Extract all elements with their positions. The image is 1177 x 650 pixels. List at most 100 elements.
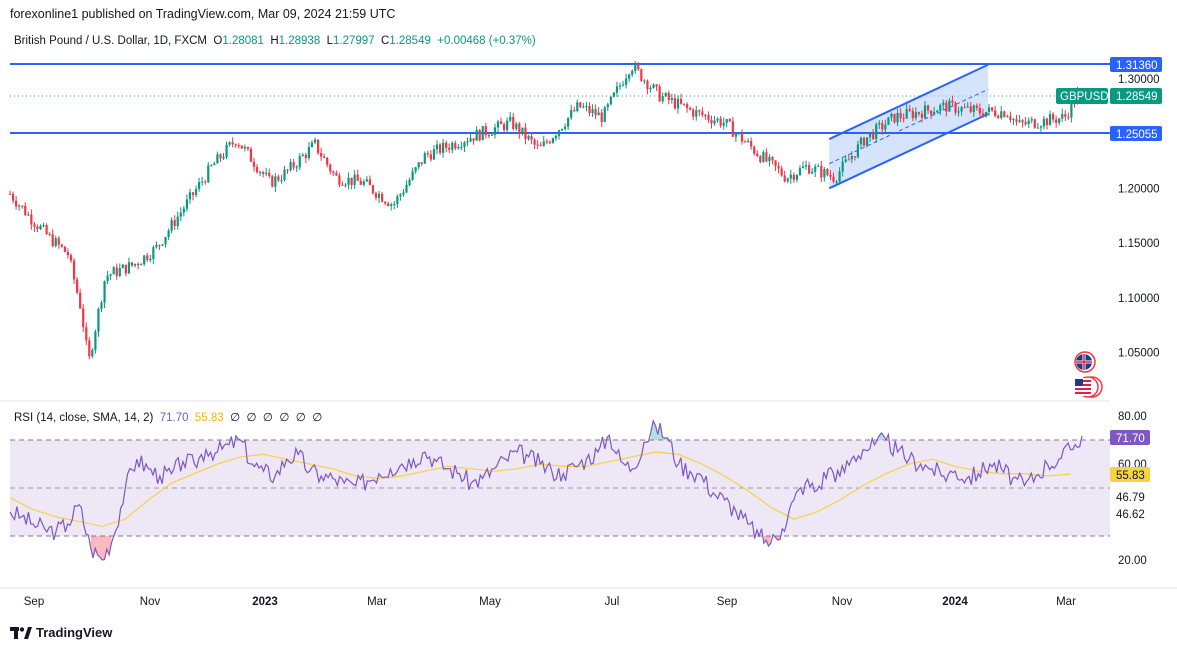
candle-body	[643, 80, 646, 82]
candle-body	[887, 117, 890, 125]
candle-body	[1012, 119, 1015, 121]
candle-body	[1006, 116, 1009, 118]
candle-body	[146, 255, 149, 260]
support-price-tag-text: 1.25055	[1116, 129, 1158, 141]
rsi-overbought-fill	[879, 432, 882, 440]
rsi-legend-sma-value: 55.83	[194, 412, 224, 424]
candle-body	[1055, 119, 1058, 123]
candle-body	[551, 138, 554, 143]
tradingview-footer[interactable]: TradingView	[10, 625, 112, 640]
candle-body	[155, 244, 158, 248]
low-value: 1.27997	[333, 35, 375, 47]
candle-body	[8, 193, 12, 195]
candle-body	[88, 340, 91, 357]
rsi-empty-value-1: ∅	[230, 412, 241, 424]
gbp-flag-icon[interactable]	[1074, 351, 1096, 373]
rsi-value-tag-text: 71.70	[1116, 433, 1145, 445]
candle-body	[725, 119, 728, 123]
candle-body	[527, 136, 530, 139]
rsi-title[interactable]: RSI (14, close, SMA, 14, 2)	[14, 412, 154, 424]
candle-body	[1009, 116, 1012, 120]
channel-upper-line[interactable]	[828, 63, 989, 140]
candle-body	[1021, 120, 1024, 123]
candle-body	[545, 141, 548, 143]
time-axis[interactable]: Sep Nov 2023 Mar May Jul Sep Nov 2024 Mar	[24, 596, 1076, 608]
publisher-line: forexonline1 published on TradingView.co…	[10, 7, 396, 21]
candle-body	[991, 107, 994, 111]
candle-body	[289, 162, 292, 171]
candle-body	[948, 100, 951, 112]
candle-body	[597, 112, 600, 116]
rsi-line[interactable]	[9, 418, 1083, 561]
candle-body	[646, 80, 649, 90]
candle-body	[271, 176, 274, 187]
candle-body	[780, 168, 783, 176]
candle-body	[972, 105, 975, 112]
price-axis-label: 1.20000	[1118, 183, 1160, 195]
candle-body	[18, 205, 21, 207]
candle-body	[902, 117, 905, 119]
candle-body	[994, 110, 997, 116]
candle-body	[490, 134, 493, 136]
candle-body	[917, 112, 920, 114]
price-axis-label: 1.10000	[1118, 293, 1160, 305]
price-axis[interactable]: 1.30000 1.20000 1.15000 1.10000 1.05000	[1118, 74, 1160, 360]
candle-body	[737, 132, 741, 134]
candle-body	[1042, 118, 1046, 127]
candle-body	[341, 184, 344, 186]
last-price-tag	[1110, 88, 1162, 104]
usd-flag-icon[interactable]	[1074, 376, 1103, 398]
candle-body	[567, 117, 570, 127]
candle-body	[1018, 120, 1021, 122]
rsi-level-b-label: 46.62	[1116, 509, 1145, 521]
candle-body	[1045, 118, 1049, 126]
open-value: 1.28081	[222, 35, 264, 47]
candle-body	[844, 159, 847, 162]
candle-body	[292, 162, 295, 168]
candle-body	[750, 140, 753, 147]
candle-body	[216, 154, 219, 164]
candle-body	[637, 64, 640, 70]
candle-body	[768, 156, 771, 162]
candle-body	[707, 115, 710, 120]
candle-body	[795, 174, 798, 180]
channel-lower-line[interactable]	[828, 112, 989, 190]
candle-body	[91, 349, 94, 357]
candle-body	[457, 147, 460, 149]
candle-body	[740, 132, 744, 142]
candle-body	[63, 246, 66, 252]
candle-body	[615, 86, 619, 93]
candle-body	[469, 138, 472, 142]
candle-body	[1058, 118, 1061, 123]
low-label: L	[326, 35, 334, 47]
candle-body	[310, 142, 314, 148]
candle-body	[811, 171, 814, 174]
candle-body	[420, 162, 423, 164]
candle-body	[173, 220, 176, 226]
candle-body	[185, 199, 188, 209]
candle-body	[79, 292, 82, 309]
candle-body	[524, 127, 527, 139]
candle-body	[240, 145, 243, 149]
candle-body	[1061, 114, 1064, 119]
candle-body	[997, 115, 1000, 119]
candle-body	[112, 267, 115, 275]
candle-body	[893, 113, 896, 123]
candle-body	[966, 106, 969, 108]
candle-body	[109, 274, 112, 276]
rsi-oversold-fill	[99, 536, 103, 560]
candle-body	[265, 172, 268, 175]
candle-body	[939, 105, 942, 111]
candle-body	[628, 74, 631, 79]
candle-body	[451, 143, 454, 150]
price-axis-label: 1.05000	[1118, 347, 1160, 359]
candle-body	[286, 169, 289, 171]
candle-body	[963, 107, 966, 109]
symbol-title[interactable]: British Pound / U.S. Dollar, 1D, FXCM	[14, 35, 208, 47]
candle-body	[722, 122, 725, 126]
candle-body	[466, 141, 469, 143]
candle-body	[103, 281, 106, 303]
time-axis-label: Nov	[832, 596, 853, 608]
candle-body	[704, 114, 707, 116]
